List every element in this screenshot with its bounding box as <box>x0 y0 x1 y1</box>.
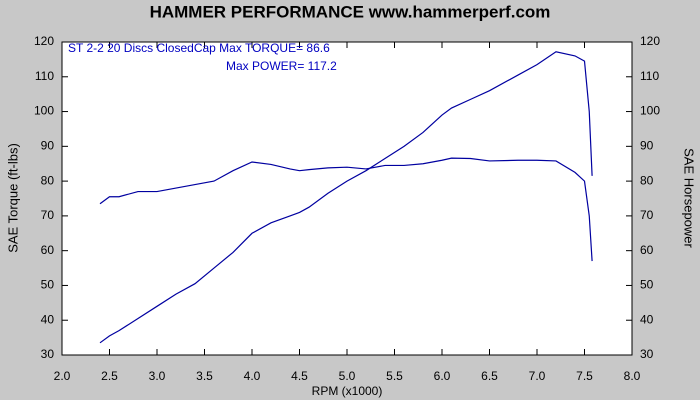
y2-tick-label: 120 <box>640 34 660 48</box>
y2-tick-label: 90 <box>640 139 654 153</box>
y-tick-label: 50 <box>41 278 55 292</box>
y2-tick-label: 70 <box>640 208 654 222</box>
y-tick-label: 110 <box>35 69 54 83</box>
plot-area <box>61 41 633 356</box>
y-tick-label: 80 <box>41 173 55 187</box>
y-tick-label: 60 <box>41 243 55 257</box>
x-tick-label: 4.5 <box>291 369 308 383</box>
x-tick-label: 6.0 <box>434 369 451 383</box>
chart-title: HAMMER PERFORMANCE www.hammerperf.com <box>150 2 551 21</box>
y2-tick-label: 60 <box>640 243 654 257</box>
series-line <box>99 51 593 344</box>
y2-tick-label: 40 <box>640 312 654 326</box>
series-line <box>99 157 593 262</box>
y-axis-label: SAE Torque (ft-lbs) <box>5 143 20 253</box>
y-tick-label: 100 <box>34 104 54 118</box>
x-tick-label: 5.5 <box>386 369 403 383</box>
y-tick-label: 120 <box>34 34 54 48</box>
y-tick-label: 40 <box>41 312 55 326</box>
y-tick-label: 70 <box>41 208 55 222</box>
annotation: ST 2-2 20 Discs ClosedCap Max TORQUE= 86… <box>68 41 330 55</box>
y2-tick-label: 30 <box>640 347 654 361</box>
x-tick-label: 5.0 <box>339 369 356 383</box>
x-tick-label: 4.0 <box>244 369 261 383</box>
y2-tick-label: 80 <box>640 173 654 187</box>
x-tick-label: 7.0 <box>529 369 546 383</box>
x-axis-label: RPM (x1000) <box>312 384 383 398</box>
y2-tick-label: 110 <box>640 69 659 83</box>
x-tick-label: 6.5 <box>481 369 498 383</box>
y2-axis-label: SAE Horsepower <box>682 148 697 248</box>
x-tick-label: 3.0 <box>149 369 166 383</box>
y2-tick-label: 50 <box>640 278 654 292</box>
x-tick-label: 2.5 <box>101 369 118 383</box>
x-tick-label: 8.0 <box>624 369 641 383</box>
y-tick-label: 90 <box>41 139 55 153</box>
annotation: Max POWER= 117.2 <box>226 59 337 73</box>
y2-tick-label: 100 <box>640 104 660 118</box>
x-tick-label: 3.5 <box>196 369 213 383</box>
y-tick-label: 30 <box>41 347 55 361</box>
x-tick-label: 2.0 <box>54 369 71 383</box>
x-tick-label: 7.5 <box>576 369 593 383</box>
